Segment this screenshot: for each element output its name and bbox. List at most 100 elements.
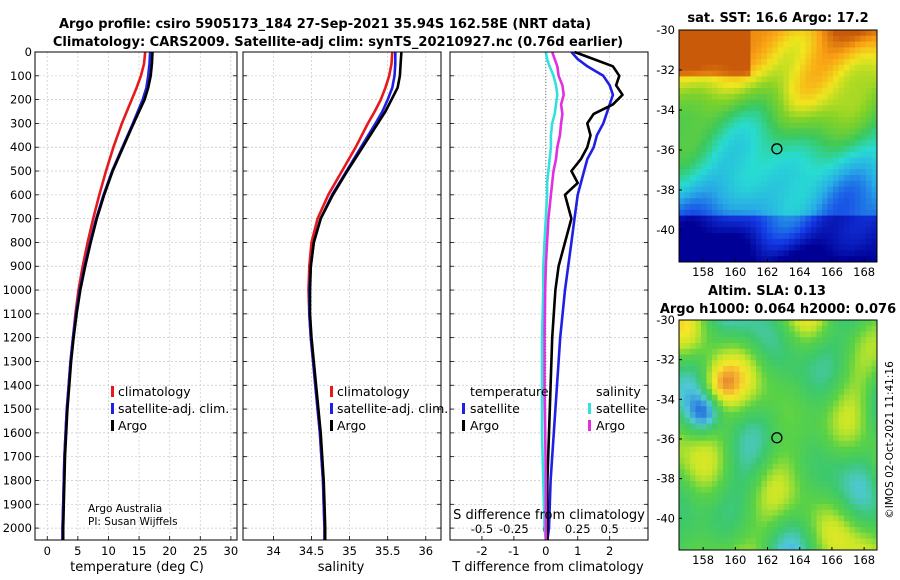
map-cell [701, 151, 707, 158]
map-cell [778, 169, 784, 176]
map-cell [822, 64, 828, 71]
map-cell [871, 481, 878, 488]
map-cell [706, 423, 713, 430]
map-cell [783, 64, 790, 71]
map-cell [745, 371, 751, 378]
map-cell [866, 244, 872, 251]
map-cell [690, 504, 696, 511]
map-cell [805, 475, 812, 482]
map-cell [761, 354, 768, 361]
map-cell [739, 30, 746, 37]
map-cell [772, 527, 779, 534]
map-cell [679, 360, 685, 367]
map-cell [695, 140, 702, 147]
map-cell [712, 435, 718, 442]
map-cell [734, 30, 740, 37]
map-cell [745, 417, 751, 424]
map-cell [695, 53, 702, 60]
map-cell [789, 389, 795, 396]
map-cell [849, 192, 856, 199]
map-cell [728, 343, 735, 350]
map-cell [712, 492, 718, 499]
map-cell [860, 498, 867, 505]
map-cell [750, 244, 757, 251]
map-cell [827, 204, 834, 211]
map-cell [827, 157, 834, 164]
map-cell [833, 486, 839, 493]
map-cell [712, 394, 718, 401]
map-cell [756, 99, 762, 106]
map-cell [844, 509, 850, 516]
map-cell [761, 117, 768, 124]
map-cell [717, 348, 724, 355]
map-cell [690, 30, 696, 37]
map-cell [794, 417, 801, 424]
map-cell [816, 348, 823, 355]
map-cell [712, 412, 718, 419]
map-cell [866, 221, 872, 228]
map-cell [690, 117, 696, 124]
map-cell [739, 394, 746, 401]
map-cell [849, 371, 856, 378]
map-cell [811, 180, 817, 187]
map-cell [756, 30, 762, 37]
map-cell [772, 250, 779, 257]
map-cell [679, 233, 685, 240]
map-cell [871, 244, 878, 251]
map-cell [833, 400, 839, 407]
map-cell [838, 204, 845, 211]
map-cell [767, 64, 773, 71]
map-cell [734, 469, 740, 476]
map-cell [679, 256, 685, 263]
map-cell [816, 331, 823, 338]
map-cell [728, 532, 735, 539]
map-cell [838, 366, 845, 373]
map-cell [871, 475, 878, 482]
map-cell [827, 163, 834, 170]
map-cell [739, 320, 746, 327]
map-cell [690, 204, 696, 211]
map-cell [866, 486, 872, 493]
map-cell [761, 209, 768, 216]
map-cell [789, 192, 795, 199]
map-cell [767, 475, 773, 482]
map-cell [844, 157, 850, 164]
map-cell [723, 53, 729, 60]
map-cell [728, 538, 735, 545]
map-cell [827, 504, 834, 511]
map-cell [734, 250, 740, 257]
map-cell [712, 146, 718, 153]
map-cell [734, 446, 740, 453]
map-cell [684, 417, 691, 424]
map-cell [756, 140, 762, 147]
map-cell [706, 498, 713, 505]
map-cell [723, 544, 729, 551]
map-cell [723, 122, 729, 129]
map-cell [783, 492, 790, 499]
map-cell [728, 122, 735, 129]
map-cell [756, 475, 762, 482]
map-cell [767, 527, 773, 534]
map-cell [844, 215, 850, 222]
map-cell [750, 452, 757, 459]
map-cell [855, 469, 861, 476]
map-cell [849, 429, 856, 436]
map-cell [860, 325, 867, 332]
map-cell [712, 192, 718, 199]
map-cell [860, 527, 867, 534]
map-cell [690, 354, 696, 361]
map-cell [750, 64, 757, 71]
map-cell [838, 446, 845, 453]
map-cell [772, 233, 779, 240]
map-cell [871, 406, 878, 413]
map-cell [750, 215, 757, 222]
map-cell [745, 325, 751, 332]
map-cell [767, 186, 773, 193]
map-cell [833, 53, 839, 60]
map-cell [701, 371, 707, 378]
map-cell [849, 515, 856, 522]
map-cell [860, 504, 867, 511]
map-cell [745, 233, 751, 240]
map-cell [844, 481, 850, 488]
map-cell [695, 151, 702, 158]
